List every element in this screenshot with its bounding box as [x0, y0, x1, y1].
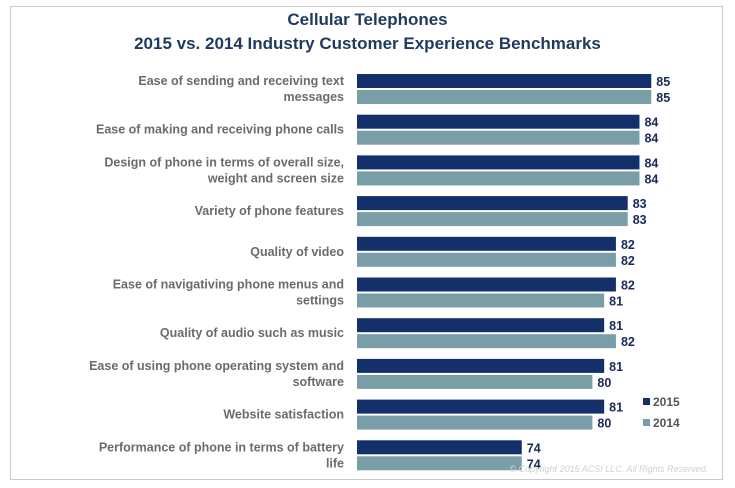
category-label: software	[293, 375, 344, 389]
bar-2015	[357, 318, 605, 333]
bar-2015	[357, 114, 640, 129]
data-label: 82	[621, 279, 635, 293]
bar-2014	[357, 212, 628, 227]
category-label: Ease of making and receiving phone calls	[96, 123, 344, 137]
data-label: 81	[609, 360, 623, 374]
legend-swatch-2014	[643, 419, 650, 426]
legend-swatch-2015	[643, 398, 650, 405]
category-label: life	[326, 456, 344, 470]
bar-2014	[357, 130, 640, 145]
data-label: 84	[644, 172, 658, 186]
bar-2015	[357, 399, 605, 414]
legend	[633, 387, 703, 435]
category-label: Design of phone in terms of overall size…	[104, 155, 344, 169]
data-label: 85	[656, 91, 670, 105]
data-label: 74	[527, 457, 541, 471]
data-label: 81	[609, 401, 623, 415]
category-label: Quality of audio such as music	[160, 326, 344, 340]
category-label: Ease of using phone operating system and	[89, 359, 344, 373]
category-label: Performance of phone in terms of battery	[99, 440, 344, 454]
bar-2015	[357, 358, 605, 373]
data-label: 83	[633, 213, 647, 227]
data-label: 74	[527, 441, 541, 455]
bar-2014	[357, 456, 522, 471]
data-label: 80	[597, 417, 611, 431]
data-label: 85	[656, 75, 670, 89]
bar-2014	[357, 334, 616, 349]
bar-2014	[357, 252, 616, 267]
bar-2014	[357, 293, 605, 308]
copyright-text: © Copyright 2015 ACSI LLC. All Rights Re…	[509, 464, 708, 474]
bar-2014	[357, 171, 640, 186]
bar-2015	[357, 440, 522, 455]
bar-2015	[357, 196, 628, 211]
bar-2014	[357, 415, 593, 430]
data-label: 84	[644, 132, 658, 146]
category-label: Website satisfaction	[223, 408, 344, 422]
data-label: 84	[644, 156, 658, 170]
category-label: weight and screen size	[207, 171, 344, 185]
category-label: Ease of navigativing phone menus and	[113, 278, 344, 292]
data-label: 81	[609, 319, 623, 333]
data-label: 83	[633, 197, 647, 211]
category-label: Variety of phone features	[195, 204, 344, 218]
bar-2014	[357, 90, 652, 104]
data-label: 82	[621, 335, 635, 349]
legend-label-2014: 2014	[653, 416, 680, 430]
bar-2014	[357, 374, 593, 389]
bar-2015	[357, 277, 616, 292]
category-label: settings	[296, 294, 344, 308]
chart-subtitle: 2015 vs. 2014 Industry Customer Experien…	[134, 34, 601, 53]
bar-2015	[357, 74, 652, 88]
chart-title: Cellular Telephones	[287, 10, 448, 29]
legend-label-2015: 2015	[653, 395, 680, 409]
category-label: Quality of video	[250, 245, 344, 259]
category-label: Ease of sending and receiving text	[138, 74, 344, 88]
data-label: 82	[621, 254, 635, 268]
bar-2015	[357, 236, 616, 251]
data-label: 82	[621, 238, 635, 252]
data-label: 81	[609, 295, 623, 309]
data-label: 80	[597, 376, 611, 390]
bar-2015	[357, 155, 640, 170]
category-label: messages	[284, 90, 345, 104]
data-label: 84	[644, 116, 658, 130]
